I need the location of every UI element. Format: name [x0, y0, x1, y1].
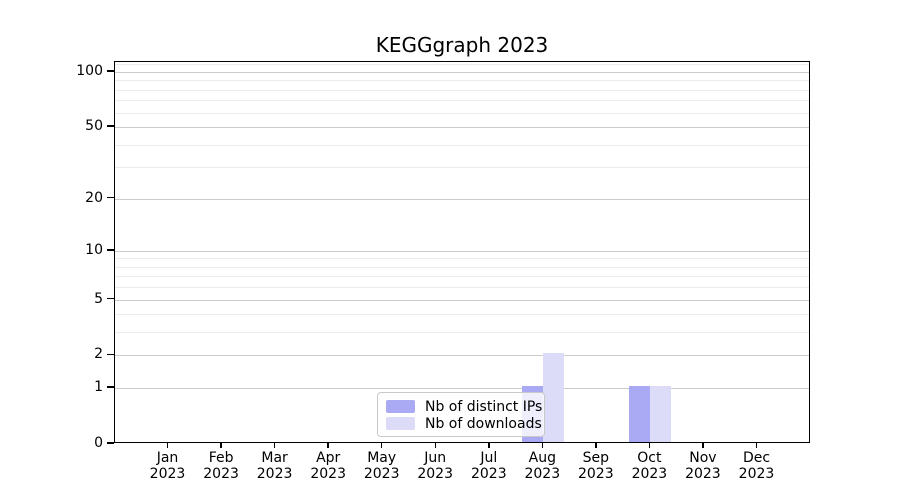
major-gridline — [115, 250, 809, 252]
x-tick-label-month: Mar — [261, 450, 288, 466]
x-tick-label-year: 2023 — [738, 466, 775, 482]
legend-label-downloads: Nb of downloads — [425, 415, 542, 432]
x-tick-label-month: Jan — [156, 450, 179, 466]
downloads-swatch-icon — [386, 417, 415, 430]
y-tick-label: 100 — [76, 63, 103, 79]
major-gridline — [115, 388, 809, 390]
y-axis-tick — [107, 386, 114, 388]
y-tick-label: 1 — [94, 379, 103, 396]
x-tick-label-month: Feb — [208, 450, 234, 466]
x-tick-label: Nov 2023 — [671, 450, 735, 482]
x-tick-label-year: 2023 — [524, 466, 561, 482]
minor-gridline — [115, 89, 809, 91]
x-tick-label-year: 2023 — [577, 466, 614, 482]
y-axis-tick — [107, 353, 114, 356]
x-axis-tick — [434, 443, 436, 448]
legend: Nb of distinct IPs Nb of downloads — [377, 392, 545, 437]
minor-gridline — [115, 64, 809, 66]
minor-gridline — [115, 144, 809, 146]
x-axis-tick — [541, 443, 544, 448]
y-axis-tick — [107, 442, 114, 444]
y-tick-label: 0 — [94, 435, 103, 451]
y-tick-label: 10 — [85, 241, 103, 258]
minor-gridline — [115, 258, 809, 260]
x-axis-tick — [595, 443, 597, 448]
x-tick-label-month: Aug — [528, 450, 556, 466]
x-tick-label-year: 2023 — [203, 466, 239, 482]
y-tick-label: 50 — [85, 118, 103, 135]
bar-downloads-oct — [650, 386, 672, 442]
y-tick-label: 20 — [85, 189, 103, 206]
x-tick-label-month: Nov — [689, 450, 717, 466]
y-axis-tick — [107, 196, 114, 199]
x-axis-tick — [220, 443, 222, 448]
x-tick-label: Jun 2023 — [403, 450, 467, 482]
minor-gridline — [115, 80, 809, 82]
x-tick-label-month: Jun — [424, 450, 447, 466]
x-axis-tick — [380, 443, 383, 448]
legend-entry-downloads: Nb of downloads — [386, 415, 542, 432]
minor-gridline — [115, 266, 809, 268]
x-tick-label: Aug 2023 — [510, 450, 574, 482]
x-tick-label-month: Jul — [480, 450, 498, 466]
x-tick-label-month: Oct — [637, 450, 662, 466]
x-tick-label: Feb 2023 — [189, 450, 253, 482]
minor-gridline — [115, 112, 809, 114]
x-tick-label-month: Sep — [582, 450, 609, 466]
major-gridline — [115, 127, 809, 129]
x-axis-tick — [273, 443, 276, 448]
y-axis-tick — [107, 70, 114, 72]
minor-gridline — [115, 287, 809, 289]
minor-gridline — [115, 100, 809, 102]
plot-area — [114, 61, 810, 443]
major-gridline — [115, 198, 809, 200]
x-axis-tick — [755, 443, 758, 448]
minor-gridline — [115, 332, 809, 334]
x-tick-label-year: 2023 — [256, 466, 293, 482]
x-tick-label: Jul 2023 — [457, 450, 521, 482]
minor-gridline — [115, 167, 809, 169]
x-tick-label-month: Apr — [316, 450, 341, 466]
y-axis-tick — [107, 297, 114, 300]
x-tick-label-year: 2023 — [363, 466, 400, 482]
x-tick-label: Apr 2023 — [296, 450, 360, 482]
x-axis-tick — [648, 443, 651, 448]
x-tick-label-year: 2023 — [470, 466, 507, 482]
x-tick-label-year: 2023 — [310, 466, 346, 482]
y-axis-tick — [107, 249, 114, 251]
x-tick-label: May 2023 — [350, 450, 414, 482]
major-gridline — [115, 72, 809, 73]
x-tick-label-year: 2023 — [685, 466, 721, 482]
x-axis-tick — [166, 443, 169, 448]
x-tick-label: Sep 2023 — [564, 450, 628, 482]
major-gridline — [115, 299, 809, 301]
x-tick-label-year: 2023 — [149, 466, 186, 482]
legend-label-distinct-ips: Nb of distinct IPs — [425, 398, 543, 415]
x-tick-label: Jan 2023 — [136, 450, 200, 482]
x-tick-label-month: Dec — [742, 450, 771, 466]
x-tick-label-year: 2023 — [417, 466, 453, 482]
x-tick-label-year: 2023 — [631, 466, 668, 482]
x-axis-tick — [488, 443, 490, 448]
y-axis-tick — [107, 125, 114, 127]
y-tick-label: 2 — [94, 346, 103, 363]
x-tick-label: Mar 2023 — [243, 450, 307, 482]
distinct-ips-swatch-icon — [386, 400, 415, 413]
bar-downloads-aug — [543, 353, 565, 442]
minor-gridline — [115, 314, 809, 316]
x-axis-tick — [702, 443, 704, 448]
chart-title: KEGGgraph 2023 — [375, 33, 549, 57]
x-tick-label: Dec 2023 — [725, 450, 789, 482]
x-axis-tick — [327, 443, 329, 448]
x-tick-label: Oct 2023 — [617, 450, 681, 482]
bar-distinct-ips-oct — [629, 386, 651, 442]
minor-gridline — [115, 276, 809, 278]
x-tick-label-month: May — [367, 450, 397, 466]
y-tick-label: 5 — [94, 290, 103, 307]
legend-entry-distinct-ips: Nb of distinct IPs — [386, 398, 542, 415]
major-gridline — [115, 355, 809, 357]
